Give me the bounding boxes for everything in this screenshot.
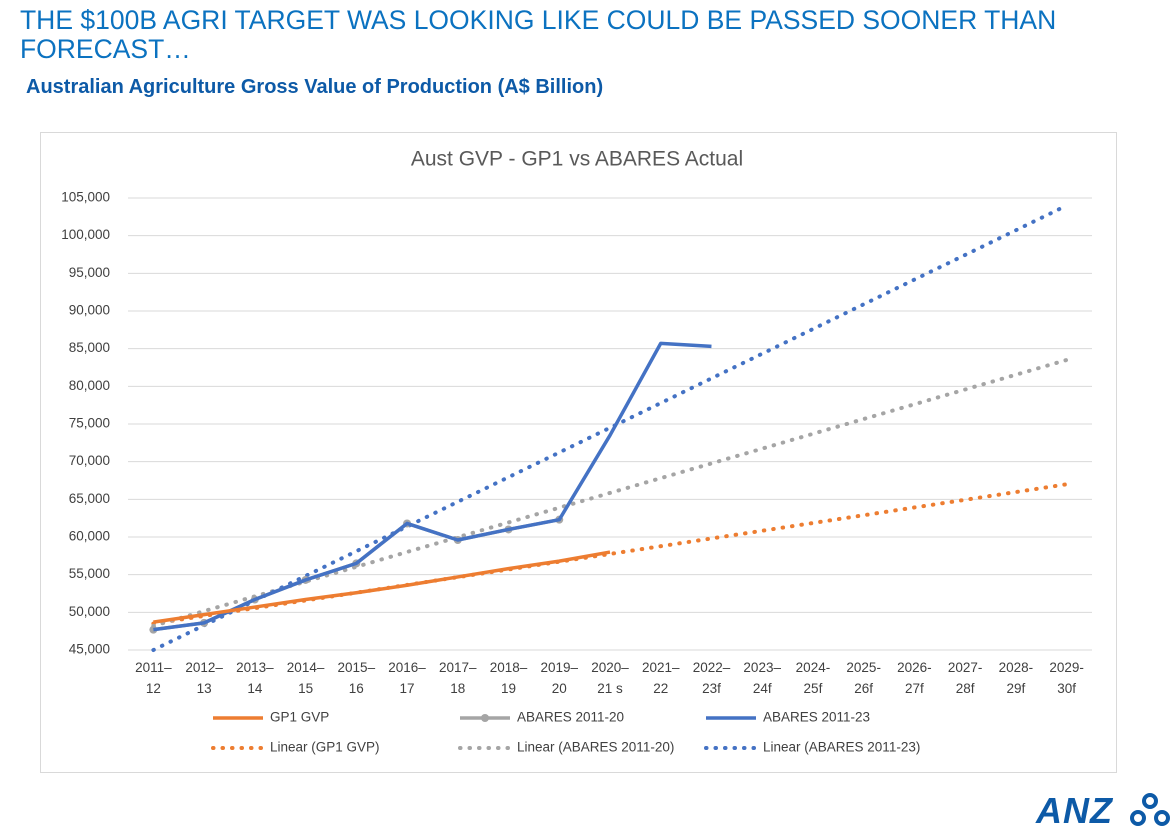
legend-label: Linear (ABARES 2011-20) [517, 740, 674, 755]
y-tick-label: 55,000 [69, 566, 110, 581]
series-line [153, 341, 712, 632]
x-tick-label: 2024-25f [796, 660, 831, 696]
legend-marker [481, 714, 489, 722]
series-line [153, 550, 611, 624]
x-tick-label: 2016– 17 [388, 660, 426, 696]
y-tick-label: 80,000 [69, 378, 110, 393]
chart-frame [40, 132, 1117, 773]
x-tick-label: 2026-27f [897, 660, 932, 696]
x-tick-label: 2025-26f [846, 660, 881, 696]
y-tick-label: 45,000 [69, 642, 110, 657]
logo-icon [1130, 793, 1170, 826]
legend-label: Linear (GP1 GVP) [270, 740, 380, 755]
x-tick-label: 2029-30f [1049, 660, 1084, 696]
y-tick-label: 85,000 [69, 340, 110, 355]
x-tick-label: 2027-28f [948, 660, 983, 696]
y-tick-label: 105,000 [61, 190, 110, 205]
legend-label: ABARES 2011-23 [763, 710, 870, 725]
chart-title: Aust GVP - GP1 vs ABARES Actual [411, 148, 743, 171]
x-tick-label: 2018– 19 [490, 660, 528, 696]
x-tick-label: 2028-29f [999, 660, 1034, 696]
legend-label: GP1 GVP [270, 710, 329, 725]
y-tick-label: 50,000 [69, 604, 110, 619]
x-tick-label: 2021– 22 [642, 660, 680, 696]
series-line [151, 357, 1069, 628]
x-tick-label: 2020– 21 s [591, 660, 629, 696]
x-tick-label: 2022– 23f [693, 660, 731, 696]
legend-label: ABARES 2011-20 [517, 710, 624, 725]
x-tick-label: 2012– 13 [185, 660, 223, 696]
legend-label: Linear (ABARES 2011-23) [763, 740, 920, 755]
y-tick-label: 70,000 [69, 453, 110, 468]
x-tick-label: 2017– 18 [439, 660, 477, 696]
y-tick-label: 75,000 [69, 416, 110, 431]
slide-title: THE $100B AGRI TARGET WAS LOOKING LIKE C… [20, 5, 1057, 64]
x-tick-label: 2015– 16 [338, 660, 376, 696]
logo-text: ANZ [1036, 790, 1113, 831]
x-tick-label: 2014– 15 [287, 660, 325, 696]
y-tick-label: 100,000 [61, 227, 110, 242]
y-tick-label: 90,000 [69, 303, 110, 318]
x-tick-label: 2011– 12 [135, 660, 172, 696]
logo: ANZ [1036, 790, 1113, 832]
x-tick-label: 2023– 24f [743, 660, 781, 696]
y-tick-label: 65,000 [69, 491, 110, 506]
y-tick-label: 60,000 [69, 529, 110, 544]
x-tick-label: 2013– 14 [236, 660, 274, 696]
y-tick-label: 95,000 [69, 265, 110, 280]
x-tick-label: 2019– 20 [540, 660, 578, 696]
slide-subtitle: Australian Agriculture Gross Value of Pr… [26, 76, 604, 98]
